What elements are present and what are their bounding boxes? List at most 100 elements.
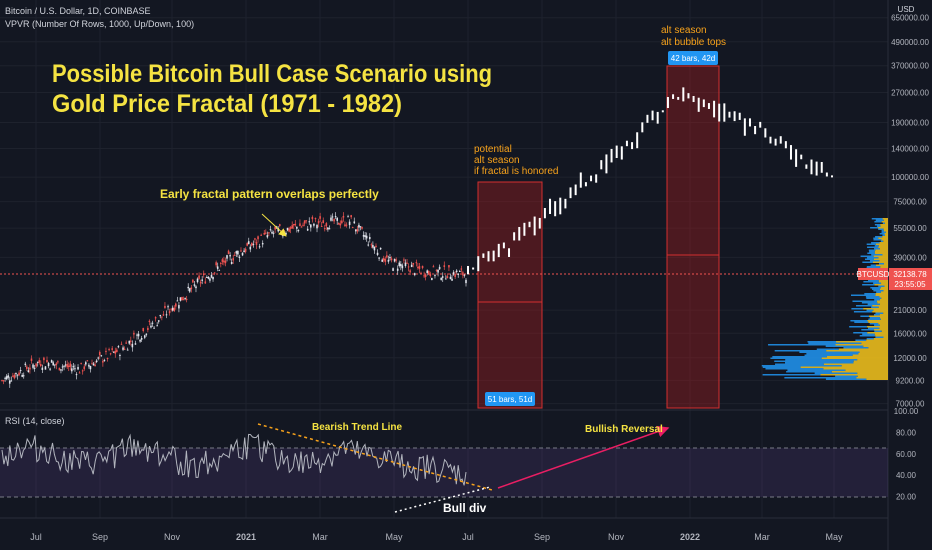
- vp-down-bar: [884, 285, 888, 287]
- candle-body: [266, 235, 269, 238]
- vp-down-bar: [883, 312, 888, 314]
- candle-body: [215, 262, 217, 266]
- vp-up-bar: [808, 342, 862, 344]
- candle-body: [303, 220, 306, 224]
- vp-down-bar: [878, 323, 888, 325]
- rsi-line[interactable]: [1, 433, 467, 486]
- symbol-price-badge: [858, 268, 888, 280]
- projection-bar: [620, 146, 623, 160]
- candle-body: [376, 252, 379, 255]
- vp-up-bar: [816, 348, 839, 350]
- candle-body: [178, 305, 180, 309]
- vp-down-bar: [879, 248, 888, 250]
- candle-body: [154, 317, 157, 319]
- vp-up-bar: [863, 281, 879, 283]
- vp-up-bar: [871, 254, 883, 256]
- candle-body: [35, 363, 37, 367]
- candle-body: [94, 364, 96, 367]
- candle-body: [274, 226, 276, 230]
- projection-bar: [487, 251, 490, 262]
- vp-down-bar: [879, 317, 888, 319]
- bars-count-text-1: 51 bars, 51d: [488, 395, 532, 404]
- candle-body: [4, 377, 6, 379]
- rsi-tick-label: 20.00: [896, 493, 917, 502]
- candle-body: [226, 255, 228, 259]
- alt-season-label: alt season: [661, 25, 707, 36]
- candle-body: [328, 228, 331, 230]
- candle-body: [24, 363, 27, 365]
- vp-up-bar: [862, 284, 875, 286]
- vp-up-bar: [868, 249, 876, 251]
- projection-bar: [687, 93, 690, 99]
- price-tick-label: 39000.00: [893, 253, 927, 262]
- potential-label-3: if fractal is honored: [474, 166, 559, 177]
- candle-body: [331, 216, 334, 218]
- candle-body: [269, 229, 272, 231]
- candle-body: [457, 273, 460, 275]
- price-tick-label: 370000.00: [891, 62, 929, 71]
- projection-bar: [615, 145, 618, 158]
- candle-body: [106, 358, 109, 360]
- candle-body: [209, 278, 211, 281]
- candle-body: [393, 258, 396, 262]
- price-candles[interactable]: [1, 212, 467, 388]
- time-axis-ticks[interactable]: Jul Sep Nov 2021 Mar May Jul Sep Nov 2022 Mar May: [30, 532, 843, 542]
- candle-body: [432, 266, 435, 268]
- candle-body: [170, 308, 172, 310]
- vp-down-bar: [866, 339, 888, 341]
- grid-lines: [0, 0, 888, 518]
- candle-body: [83, 366, 86, 370]
- vp-up-bar: [864, 258, 874, 260]
- vp-down-bar: [878, 257, 888, 259]
- candle-body: [145, 333, 148, 335]
- candle-body: [161, 316, 163, 318]
- candle-body: [122, 347, 124, 350]
- vp-down-bar: [875, 243, 888, 245]
- projection-bar: [482, 253, 485, 258]
- rsi-axis-ticks[interactable]: 100.00 80.00 60.00 40.00 20.00: [894, 407, 919, 502]
- vp-down-bar: [883, 336, 888, 338]
- candle-body: [198, 275, 200, 279]
- vp-up-bar: [804, 354, 853, 356]
- bullish-reversal-arrow[interactable]: [497, 425, 670, 489]
- candle-body: [36, 361, 39, 363]
- candle-body: [446, 276, 449, 278]
- alt-season-box-2[interactable]: [666, 65, 720, 409]
- candle-body: [105, 350, 107, 352]
- candle-body: [130, 340, 132, 342]
- candle-body: [451, 278, 453, 281]
- vp-down-bar: [853, 362, 888, 364]
- vp-up-bar: [825, 345, 864, 347]
- candle-body: [89, 365, 92, 370]
- vp-up-bar: [874, 224, 881, 226]
- candle-body: [46, 359, 48, 363]
- price-axis-ticks[interactable]: 650000.00 490000.00 370000.00 270000.00 1900…: [891, 14, 929, 409]
- early-fractal-arrow[interactable]: [261, 213, 287, 237]
- fractal-projection-bars[interactable]: [467, 87, 833, 275]
- time-tick-label: Sep: [534, 532, 550, 542]
- projection-bar: [825, 172, 828, 177]
- vp-up-bar: [762, 366, 801, 368]
- candle-body: [81, 370, 84, 372]
- candle-body: [418, 266, 421, 269]
- candle-body: [16, 374, 19, 376]
- vp-down-bar: [879, 296, 888, 298]
- vp-down-bar: [858, 353, 888, 355]
- vp-down-bar: [881, 221, 888, 223]
- candle-body: [246, 243, 248, 246]
- indicator-title: VPVR (Number Of Rows, 1000, Up/Down, 100…: [5, 19, 194, 29]
- price-tick-label: 12000.00: [893, 354, 927, 363]
- candle-body: [108, 349, 110, 351]
- projection-bar: [759, 121, 762, 128]
- candle-body: [49, 368, 51, 370]
- alt-season-box-1[interactable]: [477, 181, 543, 409]
- candle-body: [247, 241, 250, 245]
- candle-body: [426, 270, 429, 273]
- candle-body: [350, 215, 352, 218]
- vp-down-bar: [875, 249, 888, 251]
- bearish-trend-line[interactable]: [257, 423, 493, 491]
- bull-div-line[interactable]: [394, 486, 491, 513]
- vp-up-bar: [866, 338, 874, 340]
- bullish-reversal-label: Bullish Reversal: [585, 424, 663, 435]
